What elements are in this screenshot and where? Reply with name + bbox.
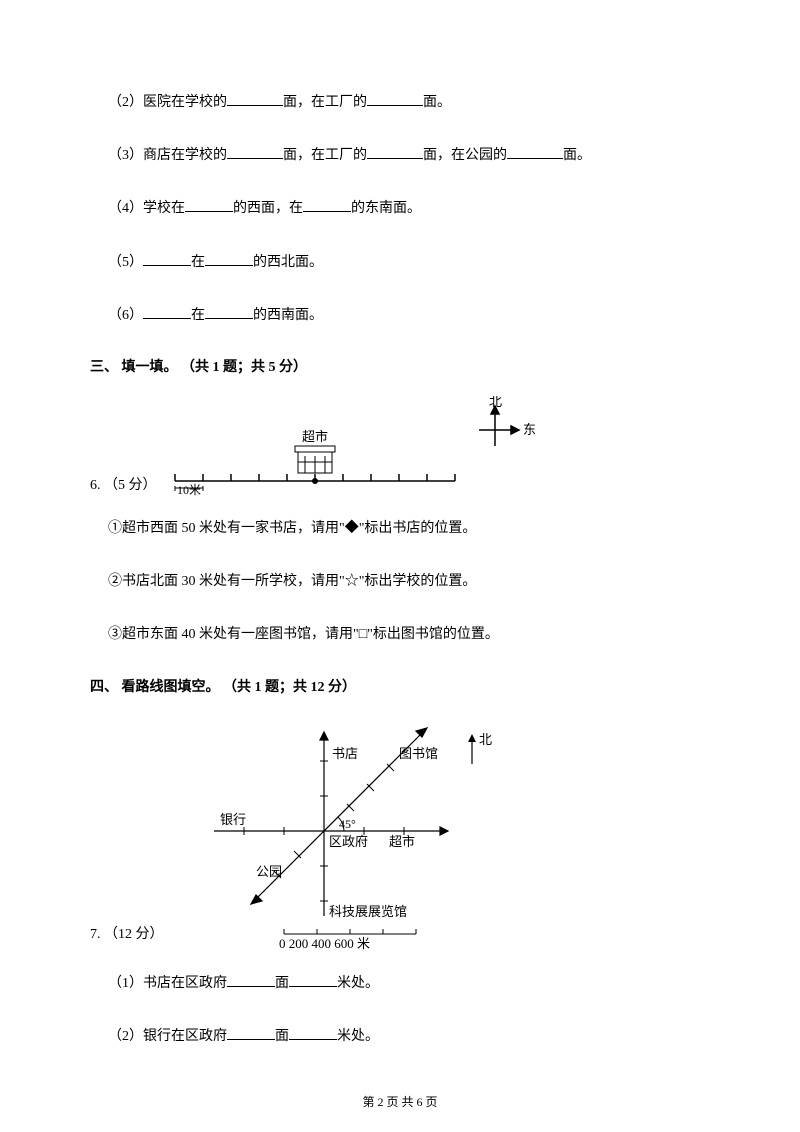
q7-points: 7. （12 分） — [90, 923, 164, 951]
supermarket-dot — [312, 478, 318, 484]
blank[interactable] — [507, 145, 563, 159]
q6-sub1: ①超市西面 50 米处有一家书店，请用"◆"标出书店的位置。 — [90, 516, 710, 541]
blank[interactable] — [143, 305, 191, 319]
text: 的西北面。 — [253, 255, 323, 270]
text: 在 — [191, 255, 205, 270]
blank[interactable] — [303, 198, 351, 212]
text: （5） — [108, 255, 143, 270]
park-label: 公园 — [256, 864, 282, 879]
page-footer: 第 2 页 共 6 页 — [0, 1093, 800, 1110]
text: 在 — [191, 308, 205, 323]
blank[interactable] — [205, 305, 253, 319]
q6-sub2: ②书店北面 30 米处有一所学校，请用"☆"标出学校的位置。 — [90, 569, 710, 594]
blank[interactable] — [227, 973, 275, 987]
figure-1-supermarket: 10米 超市 北 东 — [165, 396, 545, 496]
text: 的西南面。 — [253, 308, 323, 323]
north-label: 北 — [489, 396, 502, 409]
text: （4）学校在 — [108, 201, 185, 216]
blank[interactable] — [289, 973, 337, 987]
text: （2）银行在区政府 — [108, 1029, 227, 1044]
text: 面，在公园的 — [423, 148, 507, 163]
text: 米处。 — [337, 1029, 379, 1044]
east-label: 东 — [523, 422, 536, 437]
question-5: （5） 在 的西北面。 — [90, 250, 710, 275]
text: （2）医院在学校的 — [108, 95, 227, 110]
q7-1: （1）书店在区政府 面 米处。 — [90, 971, 710, 996]
blank[interactable] — [289, 1026, 337, 1040]
bookstore-label: 书店 — [332, 746, 358, 761]
text: 面。 — [563, 148, 591, 163]
text: 面 — [275, 1029, 289, 1044]
q6-sub3: ③超市东面 40 米处有一座图书馆，请用"□"标出图书馆的位置。 — [90, 622, 710, 647]
text: （1）书店在区政府 — [108, 976, 227, 991]
text: 面，在工厂的 — [283, 148, 367, 163]
bank-label: 银行 — [220, 812, 246, 827]
question-4: （4）学校在 的西面，在 的东南面。 — [90, 196, 710, 221]
blank[interactable] — [227, 145, 283, 159]
text: （3）商店在学校的 — [108, 148, 227, 163]
text: 米处。 — [337, 976, 379, 991]
q7-2: （2）银行在区政府 面 米处。 — [90, 1024, 710, 1049]
blank[interactable] — [227, 92, 283, 106]
text: 面。 — [423, 95, 451, 110]
scale-label: 10米 — [177, 483, 201, 496]
question-2: （2）医院在学校的 面，在工厂的 面。 — [90, 90, 710, 115]
blank[interactable] — [205, 252, 253, 266]
blank[interactable] — [367, 145, 423, 159]
q6-points: 6. （5 分） — [90, 474, 157, 496]
text: 面 — [275, 976, 289, 991]
angle-label: 45° — [339, 817, 356, 831]
supermarket-label: 超市 — [389, 834, 415, 849]
supermarket-label: 超市 — [302, 429, 328, 444]
scale-text: 0 200 400 600 米 — [279, 936, 370, 951]
blank[interactable] — [227, 1026, 275, 1040]
blank[interactable] — [367, 92, 423, 106]
tech-label: 科技展展览馆 — [329, 904, 407, 919]
compass-icon — [479, 406, 519, 446]
question-3: （3）商店在学校的 面，在工厂的 面，在公园的 面。 — [90, 143, 710, 168]
question-6: （6） 在 的西南面。 — [90, 303, 710, 328]
section-4-title: 四、 看路线图填空。 （共 1 题；共 12 分） — [90, 676, 710, 696]
district-label: 区政府 — [329, 834, 368, 849]
question-6-main: 6. （5 分） 10米 — [90, 396, 710, 496]
text: 面，在工厂的 — [283, 95, 367, 110]
text: 的西面，在 — [233, 201, 303, 216]
supermarket-icon — [295, 446, 335, 473]
north-label: 北 — [479, 732, 492, 747]
section-3-title: 三、 填一填。 （共 1 题；共 5 分） — [90, 356, 710, 376]
text: 的东南面。 — [351, 201, 421, 216]
question-7-main: 7. （12 分） 45° 书店 图书 — [90, 716, 710, 951]
figure-2-map: 45° 书店 图书馆 银行 区政府 超市 公园 科技展展览馆 北 0 200 4… — [194, 716, 514, 951]
blank[interactable] — [143, 252, 191, 266]
text: （6） — [108, 308, 143, 323]
library-label: 图书馆 — [399, 746, 438, 761]
blank[interactable] — [185, 198, 233, 212]
